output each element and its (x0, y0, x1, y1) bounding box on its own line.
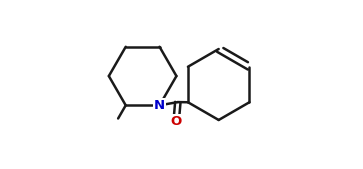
Text: N: N (154, 99, 165, 112)
Text: O: O (171, 115, 182, 128)
